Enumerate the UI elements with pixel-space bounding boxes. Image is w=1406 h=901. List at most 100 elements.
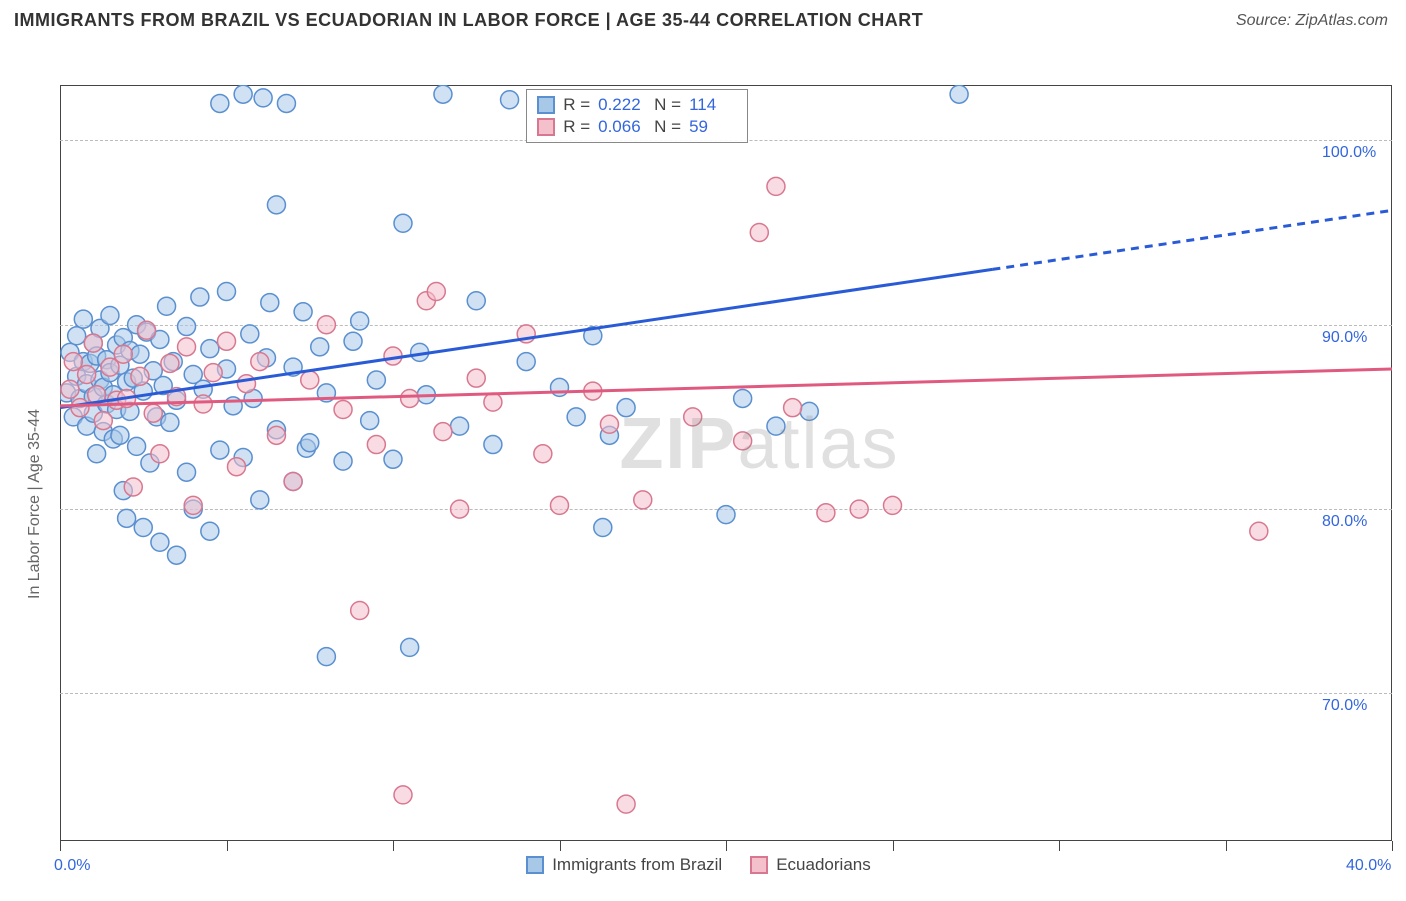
legend-swatch	[750, 856, 768, 874]
scatter-point	[124, 478, 142, 496]
scatter-point	[567, 408, 585, 426]
scatter-point	[684, 408, 702, 426]
scatter-point	[717, 506, 735, 524]
trend-line-extrapolated	[992, 210, 1392, 269]
scatter-point	[384, 450, 402, 468]
scatter-point	[184, 496, 202, 514]
scatter-point	[251, 353, 269, 371]
scatter-point	[317, 648, 335, 666]
scatter-point	[617, 399, 635, 417]
scatter-point	[401, 389, 419, 407]
scatter-point	[211, 441, 229, 459]
scatter-point	[394, 786, 412, 804]
trend-line	[60, 369, 1392, 406]
legend-swatch	[537, 118, 555, 136]
scatter-point	[344, 332, 362, 350]
scatter-point	[131, 345, 149, 363]
x-tick-mark	[1392, 841, 1393, 851]
x-tick-label: 40.0%	[1346, 857, 1391, 875]
scatter-point	[767, 177, 785, 195]
scatter-point	[784, 399, 802, 417]
scatter-point	[434, 85, 452, 103]
scatter-point	[1250, 522, 1268, 540]
scatter-point	[401, 638, 419, 656]
n-value: 59	[689, 116, 737, 138]
scatter-point	[361, 412, 379, 430]
stats-legend-row: R =0.066N =59	[537, 116, 737, 138]
scatter-point	[158, 297, 176, 315]
scatter-point	[118, 509, 136, 527]
scatter-point	[111, 426, 129, 444]
scatter-point	[254, 89, 272, 107]
scatter-point	[201, 340, 219, 358]
scatter-point	[114, 345, 132, 363]
series-legend-label: Immigrants from Brazil	[552, 855, 722, 875]
x-tick-mark	[393, 841, 394, 851]
scatter-point	[201, 522, 219, 540]
scatter-point	[294, 303, 312, 321]
n-value: 114	[689, 94, 737, 116]
scatter-point	[451, 500, 469, 518]
scatter-point	[178, 463, 196, 481]
scatter-point	[71, 399, 89, 417]
scatter-point	[94, 412, 112, 430]
r-label: R =	[563, 116, 590, 138]
legend-swatch	[526, 856, 544, 874]
scatter-point	[68, 327, 86, 345]
scatter-point	[211, 94, 229, 112]
scatter-point	[311, 338, 329, 356]
x-tick-mark	[227, 841, 228, 851]
scatter-point	[101, 306, 119, 324]
scatter-point	[241, 325, 259, 343]
scatter-point	[617, 795, 635, 813]
x-tick-label: 0.0%	[54, 857, 90, 875]
x-tick-mark	[560, 841, 561, 851]
plot-svg	[14, 37, 1392, 841]
x-tick-mark	[60, 841, 61, 851]
scatter-point	[194, 395, 212, 413]
scatter-point	[800, 402, 818, 420]
scatter-point	[301, 434, 319, 452]
scatter-point	[191, 288, 209, 306]
scatter-point	[128, 437, 146, 455]
scatter-point	[284, 472, 302, 490]
scatter-point	[234, 85, 252, 103]
x-tick-mark	[726, 841, 727, 851]
scatter-point	[367, 371, 385, 389]
scatter-point	[334, 452, 352, 470]
scatter-point	[317, 316, 335, 334]
scatter-point	[427, 283, 445, 301]
scatter-point	[600, 415, 618, 433]
scatter-point	[367, 436, 385, 454]
scatter-point	[251, 491, 269, 509]
scatter-point	[218, 283, 236, 301]
scatter-point	[351, 602, 369, 620]
scatter-point	[261, 294, 279, 312]
scatter-point	[267, 196, 285, 214]
x-tick-mark	[1226, 841, 1227, 851]
scatter-point	[168, 546, 186, 564]
scatter-point	[334, 401, 352, 419]
stats-legend-row: R =0.222N =114	[537, 94, 737, 116]
scatter-point	[84, 334, 102, 352]
scatter-point	[734, 389, 752, 407]
scatter-point	[78, 365, 96, 383]
x-tick-mark	[893, 841, 894, 851]
scatter-point	[138, 321, 156, 339]
scatter-point	[534, 445, 552, 463]
scatter-point	[517, 353, 535, 371]
scatter-point	[850, 500, 868, 518]
scatter-point	[227, 458, 245, 476]
scatter-point	[178, 338, 196, 356]
scatter-point	[61, 380, 79, 398]
scatter-point	[817, 504, 835, 522]
stats-legend: R =0.222N =114R =0.066N =59	[526, 89, 748, 143]
scatter-point	[134, 519, 152, 537]
scatter-point	[551, 378, 569, 396]
scatter-point	[178, 318, 196, 336]
scatter-point	[301, 371, 319, 389]
series-legend-item: Ecuadorians	[750, 855, 871, 875]
source-attribution: Source: ZipAtlas.com	[1236, 12, 1388, 30]
series-legend-label: Ecuadorians	[776, 855, 871, 875]
scatter-point	[237, 375, 255, 393]
